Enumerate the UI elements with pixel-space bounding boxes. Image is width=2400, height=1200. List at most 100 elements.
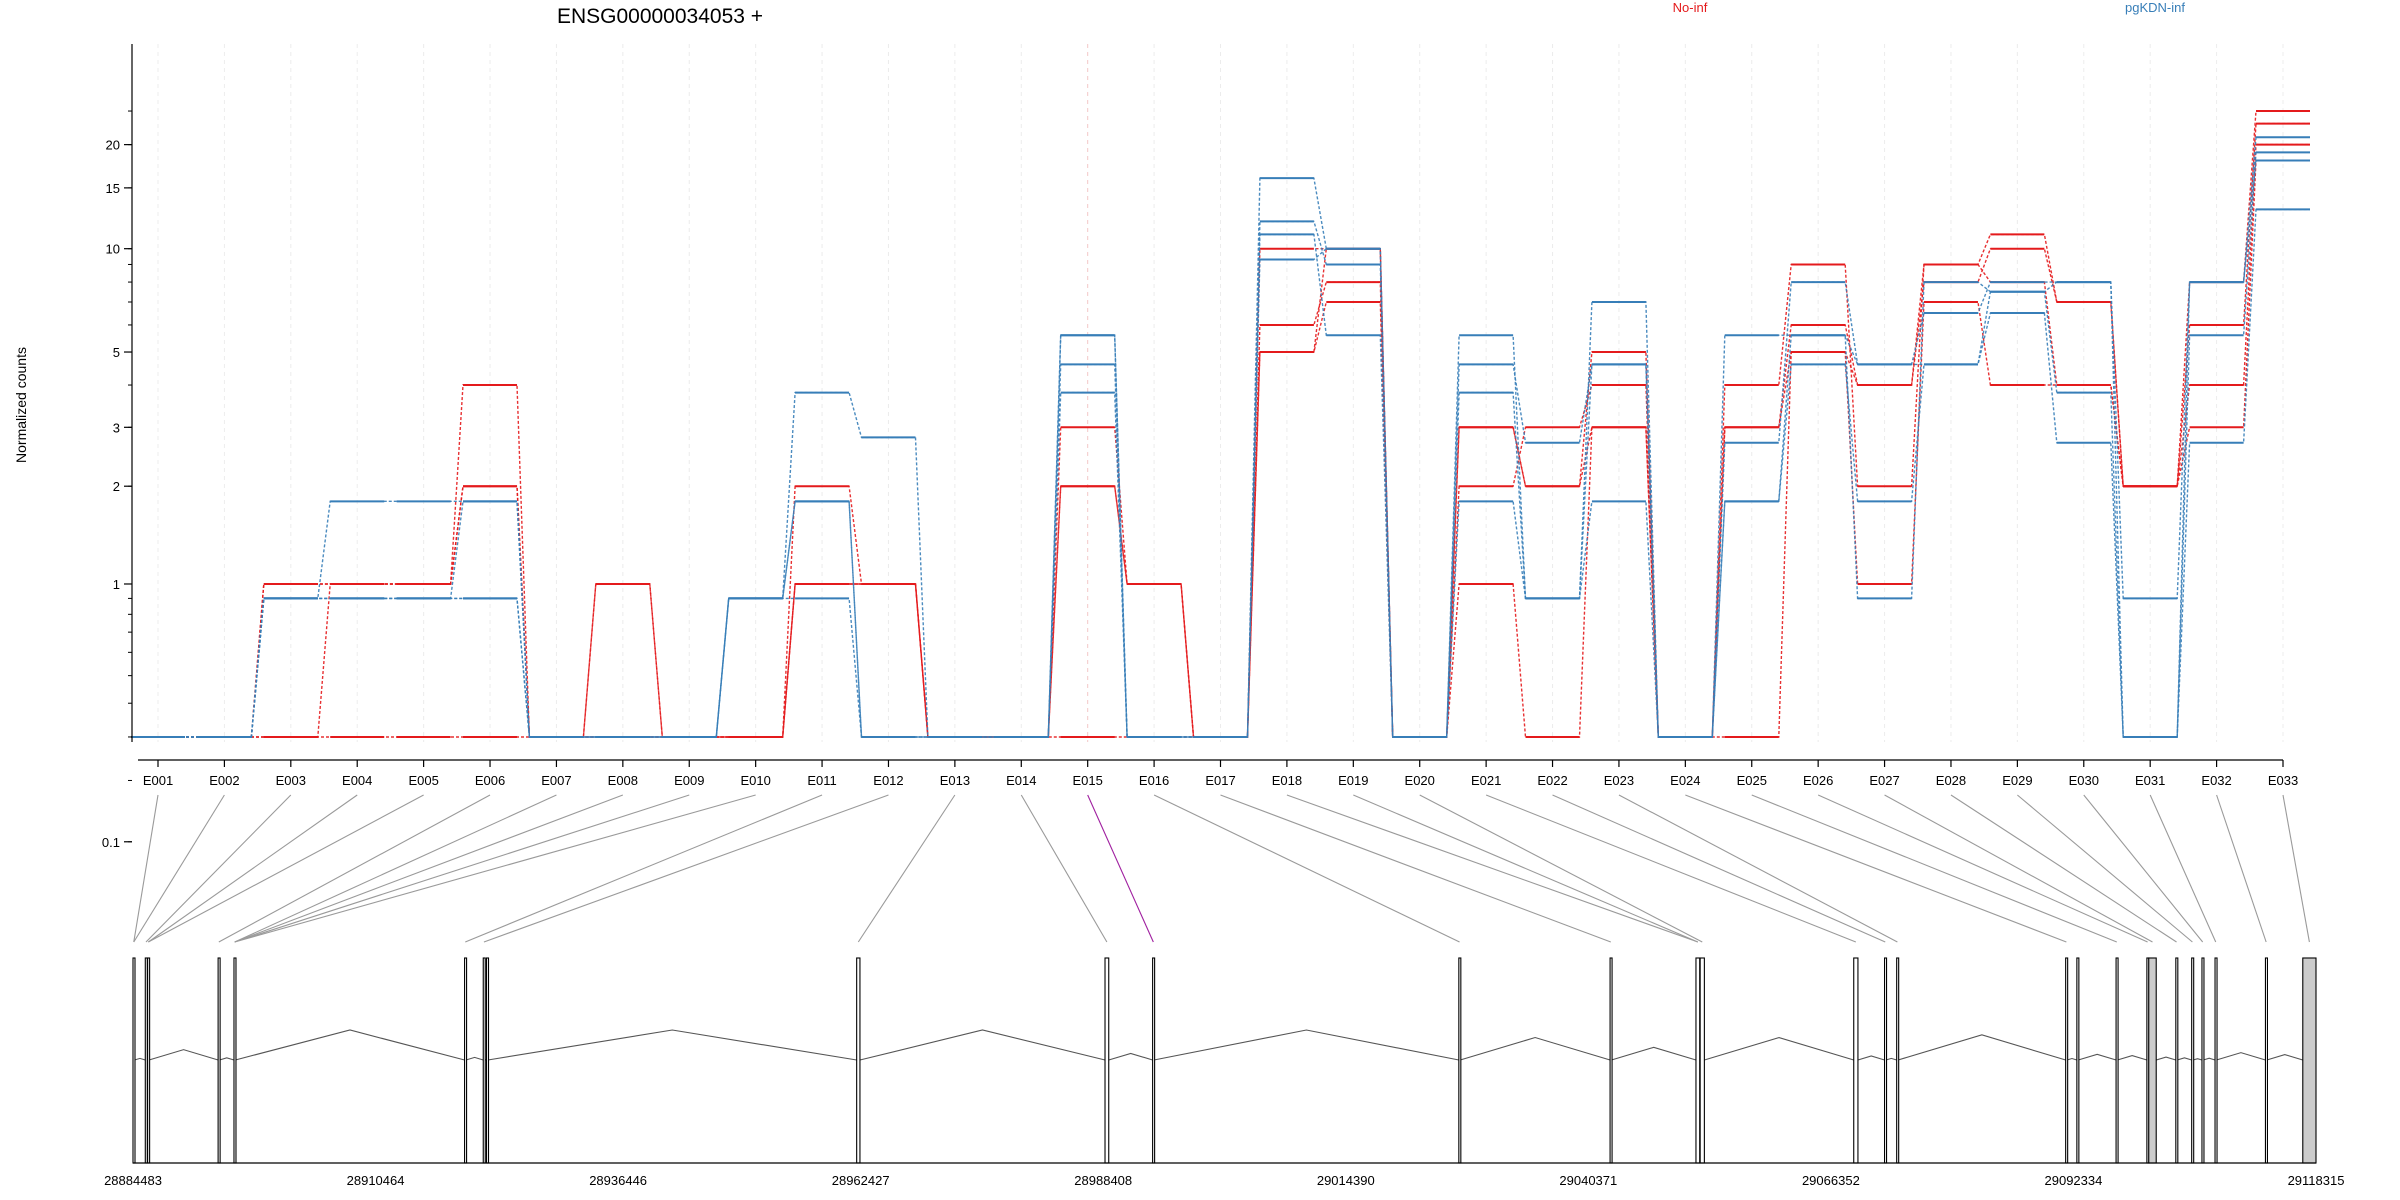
intron [2203,1057,2216,1061]
intron [2078,1053,2117,1061]
exon-block [1853,957,1859,1164]
exon-label: E022 [1537,773,1567,788]
exon-block [233,957,237,1164]
intron [2192,1058,2203,1061]
exon-label: E019 [1338,773,1368,788]
genomic-tick-label: 28910464 [347,1173,405,1188]
legend: No-inf pgKDN-inf [1673,0,2186,15]
exon-block [464,957,468,1164]
exon-label: E020 [1405,773,1435,788]
genomic-coordinate-axis: 28884483 28910464 28936446 28962427 28988408… [104,1162,2345,1188]
exon-connector [2017,794,2193,943]
exon-block [2214,957,2218,1164]
exon-block [2115,957,2119,1164]
exon-block [2264,957,2268,1164]
exon-connector [483,794,889,943]
exon-label: E001 [143,773,173,788]
exon-connector [2216,794,2267,943]
genomic-tick-label: 28936446 [589,1173,647,1188]
genomic-tick-label: 29092334 [2045,1173,2103,1188]
exon-label: E023 [1604,773,1634,788]
exon-connector [465,794,823,943]
exon-connector [2149,794,2217,943]
intron [2117,1055,2148,1061]
exon-connector [133,794,159,943]
exon-block [1152,957,1156,1164]
exon-block [144,957,148,1164]
exon-label: E018 [1272,773,1302,788]
genomic-tick-label: 29040371 [1559,1173,1617,1188]
x-axis: E001 E002 E003 E004 E005 E006 E007 E008 E009 E010… [138,759,2298,788]
exon-label: E012 [873,773,903,788]
exon-label: E004 [342,773,372,788]
chart-title: ENSG00000034053 + [557,5,763,28]
intron [1611,1046,1697,1061]
exon-label: E002 [209,773,239,788]
intron [1857,1055,1885,1061]
exon-block [485,957,490,1164]
exon-label: E033 [2268,773,2298,788]
legend-label: pgKDN-inf [2125,0,2185,15]
exon-connector [1817,794,2148,943]
exon-block [147,957,151,1164]
exon-connector [234,794,624,943]
genomic-tick-label: 28884483 [104,1173,162,1188]
exon-connector [148,794,424,943]
intron [2177,1057,2192,1061]
exon-block [132,957,136,1164]
exon-connector [1751,794,2117,943]
exon-block [856,957,861,1164]
exon-connector [1485,794,1857,943]
exon-label: E031 [2135,773,2165,788]
exon-connector [2083,794,2204,943]
exon-label: E030 [2069,773,2099,788]
exon-connector [1685,794,2067,943]
exon-connector [1884,794,2153,943]
genomic-tick-label: 28962427 [832,1173,890,1188]
y-tick-label: 2 [113,479,120,494]
exon-connector [234,794,690,943]
exon-label: E026 [1803,773,1833,788]
exon-connector [857,794,956,943]
exon-label: E021 [1471,773,1501,788]
exon-connector [133,794,225,943]
exon-label: E007 [541,773,571,788]
intron [2066,1057,2078,1061]
exon-connector [1020,794,1108,943]
exon-block [1883,957,1888,1164]
exon-label: E009 [674,773,704,788]
exon-block [1896,957,1900,1164]
exon-connector [1419,794,1703,943]
exon-block [2191,957,2195,1164]
intron [1460,1036,1611,1061]
exon-connector [1220,794,1611,943]
exon-connector [234,794,756,943]
exon-connector [218,794,491,943]
exon-label: E003 [276,773,306,788]
genomic-tick-label: 28988408 [1074,1173,1132,1188]
genomic-tick-label: 29014390 [1317,1173,1375,1188]
exon-label: E017 [1205,773,1235,788]
exon-block [2148,957,2157,1164]
exon-label: E011 [807,773,836,788]
exon-block [1609,957,1613,1164]
exon-block [2302,957,2317,1164]
y-tick-label: 20 [106,138,120,153]
intron [148,1049,219,1061]
genomic-tick-label: 29118315 [2288,1173,2345,1188]
y-tick-label: 15 [106,181,120,196]
y-tick-label: 5 [113,345,120,360]
exon-label: E008 [608,773,638,788]
y-axis: 0.1 1 2 3 5 10 15 20 [102,44,133,850]
exon-label: E013 [940,773,970,788]
exon-connector [1618,794,1898,943]
exon-connector [148,794,358,943]
exon-block [1104,957,1110,1164]
exon-label: E014 [1006,773,1036,788]
intron [1885,1057,1897,1061]
exon-connector [2282,794,2310,943]
intron [2216,1052,2266,1061]
exon-label: E010 [740,773,770,788]
genomic-tick-label: 29066352 [1802,1173,1860,1188]
